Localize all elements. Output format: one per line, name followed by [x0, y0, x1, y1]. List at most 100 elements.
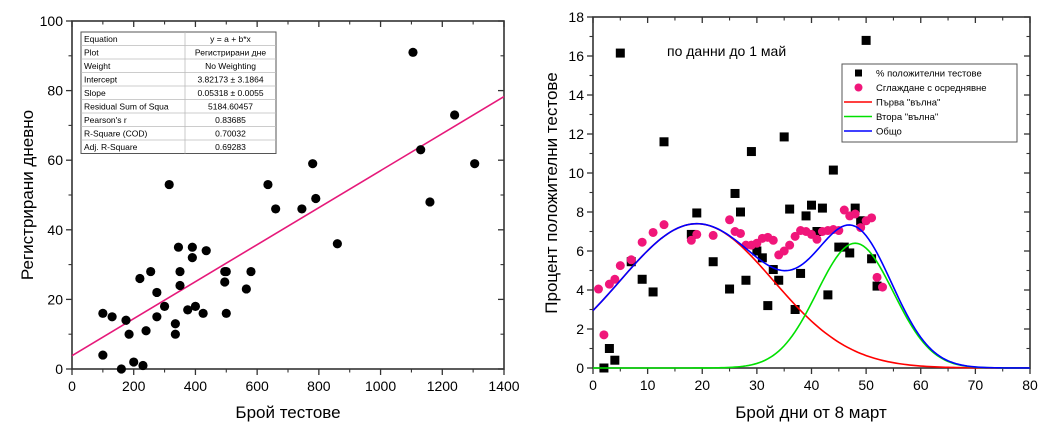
right-plot-area: 0 10 20 30 40 50 60 70 80 0 2 4 6 8 10 12 14 16 18	[568, 9, 1038, 393]
second-wave-curve	[593, 242, 1031, 369]
legend-label: Сглаждане с осреднявне	[876, 83, 987, 94]
circle-point	[615, 261, 625, 271]
square-point	[807, 200, 816, 210]
data-point	[187, 253, 197, 263]
x-tick-label: 1400	[488, 378, 519, 394]
legend-label: Общо	[876, 127, 902, 138]
y-tick-label: 0	[576, 360, 584, 376]
x-tick-label: 30	[749, 377, 765, 393]
square-point	[856, 216, 866, 226]
y-tick-label: 60	[47, 152, 63, 168]
data-point	[332, 239, 342, 249]
fit-line	[71, 95, 505, 357]
data-point	[308, 159, 318, 169]
table-value: 0.83685	[215, 115, 246, 125]
square-point	[823, 290, 833, 300]
data-point	[138, 360, 148, 371]
circle-point	[867, 213, 877, 223]
x-tick-label: 0	[68, 378, 76, 394]
data-point	[271, 204, 281, 214]
circle-point	[648, 227, 658, 237]
table-key: Equation	[84, 34, 118, 44]
x-tick-label: 20	[694, 377, 710, 393]
x-tick-label: 60	[913, 377, 929, 393]
data-point	[470, 159, 480, 169]
circle-point	[599, 330, 609, 340]
circle-point	[659, 220, 669, 230]
table-key: Pearson's r	[84, 115, 127, 125]
x-tick-label: 70	[968, 377, 984, 393]
table-value: 0.69283	[215, 142, 246, 152]
square-point	[779, 132, 789, 142]
square-point	[604, 344, 614, 353]
data-point	[221, 266, 231, 277]
circle-point	[686, 235, 696, 245]
data-point	[297, 204, 307, 214]
y-tick-label: 20	[47, 291, 63, 307]
fit-results-table: Equation y = a + b*x Plot Регистрирани дне W…	[80, 31, 277, 154]
square-point	[757, 253, 767, 263]
data-point	[116, 364, 126, 374]
table-key: Residual Sum of Squa	[84, 102, 169, 112]
square-point	[861, 35, 871, 45]
annotation-text: по данни до 1 май	[667, 43, 786, 59]
data-point	[450, 110, 460, 120]
table-key: Adj. R-Square	[84, 142, 138, 152]
table-frame	[80, 31, 277, 154]
x-tick-label: 80	[1022, 377, 1038, 393]
y-tick-label: 16	[568, 48, 584, 64]
y-tick-label: 0	[55, 361, 63, 377]
circle-point	[878, 282, 888, 292]
square-point	[615, 48, 625, 58]
table-value: 3.82173 ± 3.1864	[197, 75, 263, 85]
circle-point	[839, 205, 849, 215]
circle-point	[725, 215, 735, 225]
y-tick-label: 10	[568, 165, 584, 181]
first-wave-curve	[592, 222, 1030, 369]
circle-point	[872, 272, 882, 282]
square-point	[692, 208, 702, 218]
square-point	[867, 254, 877, 264]
square-point	[850, 203, 860, 213]
y-tick-label: 2	[576, 321, 584, 337]
square-point	[725, 284, 735, 294]
table-value: No Weighting	[205, 61, 256, 71]
circle-point	[768, 235, 778, 245]
data-point	[164, 179, 174, 190]
table-key: Intercept	[84, 75, 118, 85]
left-plot-area: 0 200 400 600 800 1000 1200 1400 0 20 40 60 80 100	[40, 13, 520, 394]
data-point	[98, 350, 108, 360]
data-point	[311, 193, 321, 204]
data-point	[175, 280, 185, 291]
y-tick-label: 12	[568, 126, 584, 142]
data-point	[141, 326, 151, 336]
left-chart: 0 200 400 600 800 1000 1200 1400 0 20 40 60 80 100 Eq…	[18, 13, 520, 422]
square-point	[741, 275, 751, 285]
square-point	[735, 207, 745, 217]
data-point	[121, 315, 131, 325]
square-point	[834, 242, 844, 252]
circle-point	[812, 234, 822, 244]
data-point	[107, 312, 117, 322]
y-tick-label: 100	[40, 13, 64, 29]
circle-point	[850, 209, 860, 219]
circle-point	[785, 240, 795, 250]
table-key: Slope	[84, 88, 106, 98]
square-point	[796, 268, 806, 278]
total-curve	[592, 222, 1031, 369]
square-point	[637, 274, 647, 284]
data-point	[152, 287, 162, 298]
square-point	[659, 137, 669, 147]
data-point	[129, 357, 139, 367]
data-point	[220, 277, 230, 287]
square-point	[845, 248, 855, 258]
x-tick-label: 40	[804, 377, 820, 393]
y-tick-label: 18	[568, 9, 584, 25]
x-tick-label: 10	[640, 377, 656, 393]
data-point	[159, 301, 170, 311]
square-point	[746, 147, 756, 157]
data-point	[198, 308, 208, 318]
square-point	[763, 301, 773, 311]
y-tick-label: 4	[576, 282, 584, 298]
